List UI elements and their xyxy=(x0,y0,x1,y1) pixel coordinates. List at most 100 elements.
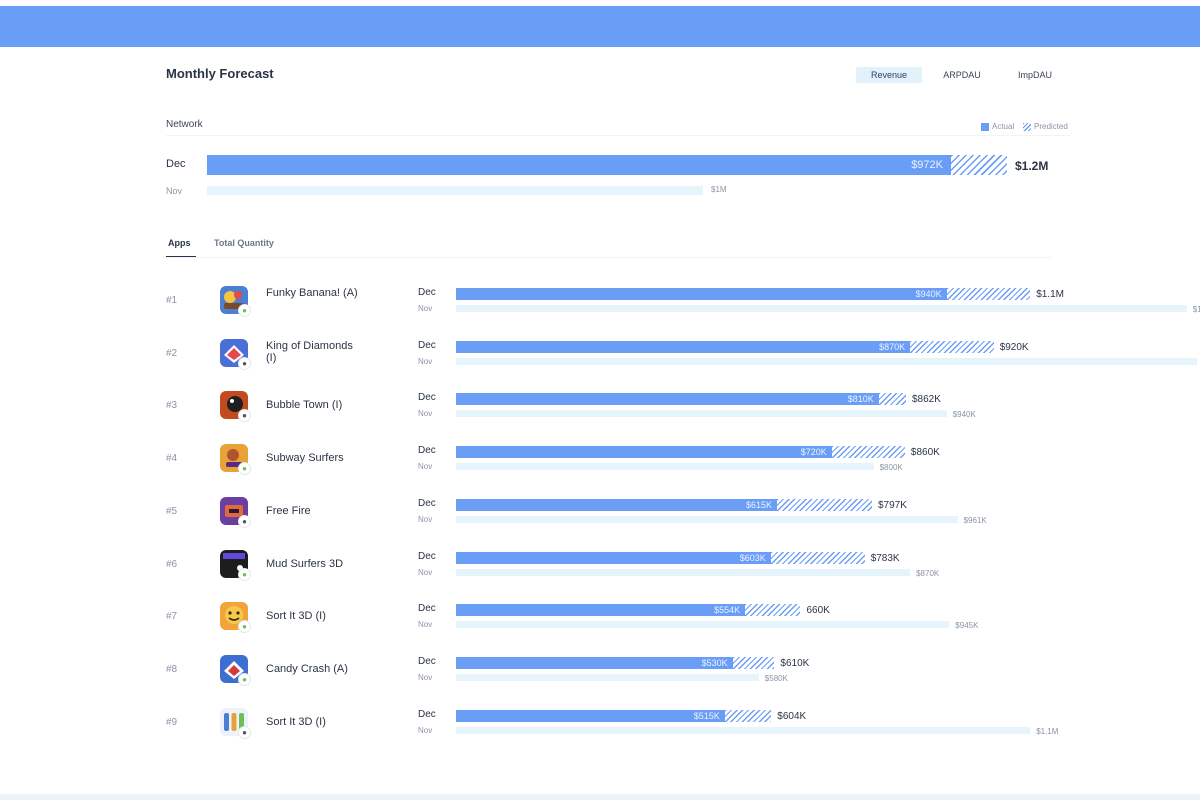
dec-actual-bar: $940K xyxy=(456,288,947,300)
tab-revenue[interactable]: Revenue xyxy=(856,67,922,83)
app-name[interactable]: Sort It 3D (I) xyxy=(266,716,326,728)
nov-label: Nov xyxy=(418,462,433,471)
dec-label: Dec xyxy=(418,551,436,562)
app-row[interactable]: #3 ● Bubble Town (I) Dec Nov $810K $862K $940K xyxy=(0,385,1200,435)
dec-actual-value: $530K xyxy=(701,658,728,668)
app-row[interactable]: #2●King of Diamonds (I)DecNov$870K$920K$… xyxy=(0,333,1200,383)
dec-total-value: $783K xyxy=(870,553,900,564)
nov-bar xyxy=(456,727,1031,734)
app-name[interactable]: Mud Surfers 3D xyxy=(266,558,344,570)
nov-label: Nov xyxy=(418,515,433,524)
dec-total-value: $604K xyxy=(777,711,807,722)
app-name[interactable]: Funky Banana! (A) xyxy=(266,287,358,299)
app-rank: #1 xyxy=(166,295,178,306)
dec-total-value: $920K xyxy=(999,342,1029,353)
app-row[interactable]: #9 ● Sort It 3D (I) Dec Nov $515K $604K $1.1M xyxy=(0,702,1200,752)
android-platform-icon: ● xyxy=(238,462,251,475)
app-row[interactable]: #5 ● Free Fire Dec Nov $615K $797K $961K xyxy=(0,491,1200,541)
app-rank: #9 xyxy=(166,717,178,728)
footer-strip xyxy=(0,794,1200,800)
dec-actual-bar: $515K xyxy=(456,710,725,722)
app-name[interactable]: Bubble Town (I) xyxy=(266,399,343,411)
dec-total-value: $797K xyxy=(878,500,907,511)
app-name[interactable]: Free Fire xyxy=(266,505,311,517)
dec-predicted-bar xyxy=(946,288,1031,300)
app-row[interactable]: #6 ● Mud Surfers 3D Dec Nov $603K $783K $870K xyxy=(0,544,1200,594)
dec-predicted-bar xyxy=(745,604,801,616)
app-name[interactable]: Subway Surfers xyxy=(266,452,344,464)
sort-it-tubes-icon: ● xyxy=(220,708,251,739)
ios-platform-icon: ● xyxy=(238,515,251,528)
android-platform-icon: ● xyxy=(238,304,251,317)
network-dec-label: Dec xyxy=(166,158,186,170)
network-dec-predicted-bar xyxy=(951,155,1007,175)
dec-actual-value: $615K xyxy=(745,500,772,510)
dec-label: Dec xyxy=(418,709,436,720)
tab-arpdau[interactable]: ARPDAU xyxy=(943,70,981,80)
app-row[interactable]: #7 ● Sort It 3D (I) Dec Nov $554K 660K $945K xyxy=(0,596,1200,646)
dec-actual-bar: $530K xyxy=(456,657,733,669)
legend-actual-label: Actual xyxy=(992,122,1015,131)
nov-label: Nov xyxy=(418,673,433,682)
header-bar xyxy=(0,6,1200,47)
candy-crash-icon: ● xyxy=(220,655,251,686)
nov-bar xyxy=(456,569,911,576)
ios-platform-icon: ● xyxy=(238,357,251,370)
dec-actual-bar: $810K xyxy=(456,393,879,405)
dec-label: Dec xyxy=(418,498,436,509)
dec-label: Dec xyxy=(418,392,436,403)
ios-platform-icon: ● xyxy=(238,409,251,422)
nov-label: Nov xyxy=(418,409,433,418)
tab-total-quantity[interactable]: Total Quantity xyxy=(214,238,274,248)
nov-label: Nov xyxy=(418,357,433,366)
network-label: Network xyxy=(166,119,203,130)
dec-label: Dec xyxy=(418,445,436,456)
nov-bar xyxy=(456,674,759,681)
dec-actual-value: $870K xyxy=(879,342,906,352)
dec-actual-value: $940K xyxy=(915,289,942,299)
app-rank: #8 xyxy=(166,664,178,675)
app-rank: #2 xyxy=(166,348,178,359)
tab-impdau[interactable]: ImpDAU xyxy=(1017,70,1052,80)
nov-label: Nov xyxy=(418,568,433,577)
dec-label: Dec xyxy=(418,287,436,298)
dec-actual-bar: $720K xyxy=(456,446,832,458)
nov-label: Nov xyxy=(418,620,433,629)
app-name[interactable]: King of Diamonds (I) xyxy=(266,340,353,364)
dec-predicted-bar xyxy=(831,446,905,458)
free-fire-icon: ● xyxy=(220,497,251,528)
legend-predicted-label: Predicted xyxy=(1034,122,1068,131)
dec-label: Dec xyxy=(418,340,436,351)
app-row[interactable]: #1 ● Funky Banana! (A) Dec Nov $940K $1.1M $1.4… xyxy=(0,280,1200,330)
dec-actual-value: $515K xyxy=(693,711,720,721)
app-row[interactable]: #4 ● Subway Surfers Dec Nov $720K $860K $800K xyxy=(0,438,1200,488)
app-name[interactable]: Candy Crash (A) xyxy=(266,663,348,675)
dec-total-value: $860K xyxy=(910,447,940,458)
dec-actual-bar: $870K xyxy=(456,341,911,353)
dec-actual-value: $810K xyxy=(847,394,874,404)
network-nov-value: $1M xyxy=(711,185,727,194)
app-rank: #3 xyxy=(166,400,178,411)
dec-predicted-bar xyxy=(732,657,775,669)
king-of-diamonds-icon: ● xyxy=(220,339,251,370)
dec-total-value: $610K xyxy=(780,658,810,669)
tab-apps[interactable]: Apps xyxy=(168,238,191,248)
funky-banana-icon: ● xyxy=(220,286,251,317)
sort-it-emoji-icon: ● xyxy=(220,602,251,633)
app-name[interactable]: Sort It 3D (I) xyxy=(266,610,326,622)
android-platform-icon: ● xyxy=(238,568,251,581)
nov-bar xyxy=(456,516,958,523)
dec-actual-value: $603K xyxy=(739,553,766,563)
app-row[interactable]: #8 ● Candy Crash (A) Dec Nov $530K $610K $580K xyxy=(0,649,1200,699)
dec-total-value: 660K xyxy=(806,605,830,616)
network-nov-bar xyxy=(207,186,703,195)
nov-value: $945K xyxy=(955,621,979,630)
tabs-divider xyxy=(166,257,1052,258)
dec-label: Dec xyxy=(418,603,436,614)
dec-actual-bar: $615K xyxy=(456,499,777,511)
actual-swatch xyxy=(981,123,989,131)
nov-value: $800K xyxy=(879,463,903,472)
dec-predicted-bar xyxy=(724,710,772,722)
network-nov-label: Nov xyxy=(166,186,183,196)
